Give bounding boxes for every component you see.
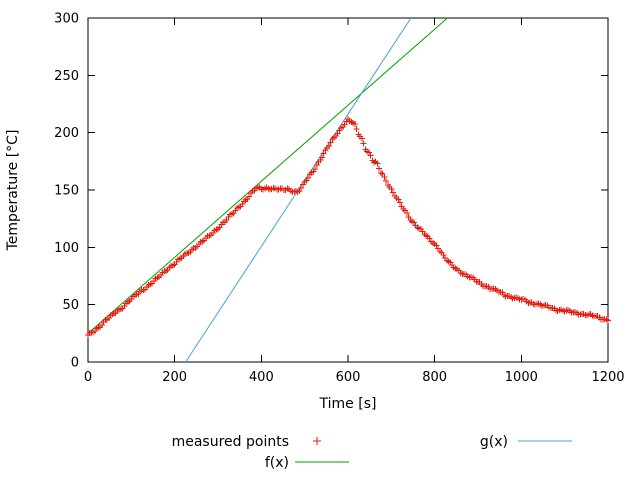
x-tick-label: 200 [162,370,187,385]
y-tick-label: 150 [54,184,79,199]
legend-label-g: g(x) [480,434,508,450]
y-tick-label: 200 [54,126,79,141]
y-tick-label: 50 [62,298,79,313]
legend-measured-points-marker-icon [313,437,321,445]
y-axis-label: Temperature [°C] [5,130,21,252]
legend: measured points g(x) f(x) [172,434,572,471]
y-tick-label: 100 [54,241,79,256]
tick-labels: 0 200 400 600 800 1000 1200 0 50 100 150 200 250 300 [54,12,624,386]
y-tick-label: 250 [54,69,79,84]
x-tick-label: 800 [422,370,447,385]
y-tick-label: 0 [71,356,79,371]
x-tick-label: 400 [249,370,274,385]
plot-border [87,17,609,363]
x-tick-label: 600 [336,370,361,385]
series-measured-points [85,116,611,338]
x-axis-label: Time [s] [319,396,377,412]
x-tick-label: 1000 [505,370,538,385]
plot-series [85,17,611,363]
x-tick-label: 1200 [591,370,624,385]
y-tick-label: 300 [54,12,79,27]
x-tick-label: 0 [84,370,92,385]
tick-marks [87,17,609,363]
series-line-gx [185,17,412,363]
legend-label-f: f(x) [265,455,289,471]
legend-label-measured-points: measured points [172,434,289,450]
series-line-fx [87,17,448,334]
